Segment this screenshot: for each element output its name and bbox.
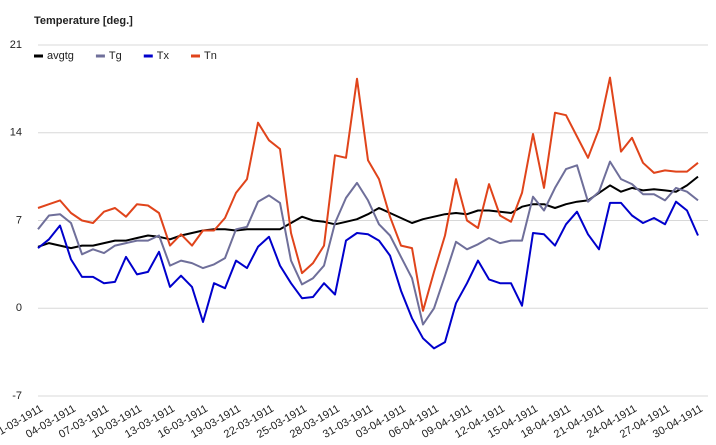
legend-label: avgtg [47,50,74,62]
y-tick-label: -7 [12,390,22,402]
series-line [37,160,699,326]
y-tick-label: 21 [10,39,22,51]
series-line [37,76,699,312]
legend-label: Tx [157,50,170,62]
y-tick-label: 0 [16,302,22,314]
legend-label: Tn [204,50,217,62]
legend-label: Tg [109,50,122,62]
chart-title: Temperature [deg.] [34,15,133,27]
series-line [37,175,699,250]
y-tick-label: 7 [16,214,22,226]
series-line [37,200,699,350]
y-tick-label: 14 [10,127,22,139]
